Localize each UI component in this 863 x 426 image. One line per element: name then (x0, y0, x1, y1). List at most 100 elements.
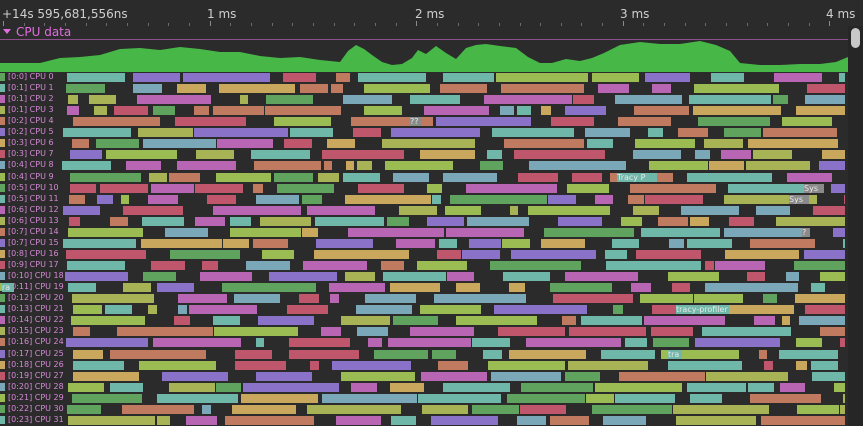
thread-segment[interactable] (434, 294, 526, 303)
thread-segment[interactable] (658, 217, 688, 226)
thread-segment[interactable] (689, 95, 771, 104)
thread-segment[interactable] (467, 217, 529, 226)
thread-segment[interactable] (183, 73, 270, 82)
thread-segment[interactable] (715, 261, 765, 270)
thread-segment[interactable] (262, 250, 294, 259)
thread-segment[interactable] (148, 195, 178, 204)
thread-segment[interactable] (65, 272, 128, 281)
thread-segment[interactable] (274, 173, 313, 182)
thread-segment[interactable] (636, 250, 701, 259)
cpu-core-row[interactable]: [0:15] CPU 23 (0, 326, 848, 336)
thread-segment[interactable] (343, 95, 392, 104)
thread-segment[interactable] (796, 338, 822, 347)
thread-segment[interactable] (68, 416, 155, 425)
thread-segment[interactable] (265, 106, 341, 115)
thread-segment[interactable] (565, 272, 638, 281)
thread-segment[interactable] (431, 416, 498, 425)
thread-segment[interactable] (290, 128, 333, 137)
thread-segment[interactable] (73, 117, 160, 126)
cpu-core-row[interactable]: [0:7] CPU 14 (0, 227, 848, 237)
thread-segment[interactable] (472, 338, 510, 347)
thread-segment[interactable] (725, 250, 799, 259)
thread-segment[interactable] (517, 416, 546, 425)
thread-segment[interactable] (794, 261, 845, 270)
thread-segment[interactable] (447, 272, 474, 281)
thread-segment[interactable] (633, 150, 681, 159)
thread-segment[interactable] (764, 361, 773, 370)
thread-segment[interactable] (356, 305, 412, 314)
thread-segment[interactable] (690, 217, 709, 226)
thread-segment[interactable] (316, 239, 373, 248)
thread-segment[interactable] (219, 84, 295, 93)
thread-segment[interactable] (70, 173, 141, 182)
thread-segment[interactable] (253, 239, 288, 248)
thread-segment[interactable] (225, 416, 314, 425)
thread-segment[interactable] (709, 161, 744, 170)
thread-segment[interactable] (510, 206, 518, 215)
thread-segment[interactable] (410, 327, 474, 336)
thread-segment[interactable] (705, 261, 714, 270)
cpu-core-row[interactable]: [0:14] CPU 22 (0, 315, 848, 325)
thread-segment[interactable] (114, 106, 148, 115)
thread-segment[interactable] (358, 184, 404, 193)
thread-segment[interactable] (390, 383, 424, 392)
thread-segment[interactable] (122, 405, 194, 414)
thread-segment[interactable] (706, 372, 788, 381)
cpu-core-row[interactable]: [0:21] CPU 29 (0, 393, 848, 403)
thread-segment[interactable] (89, 95, 116, 104)
thread-segment[interactable] (69, 195, 85, 204)
thread-segment[interactable] (511, 250, 596, 259)
thread-segment[interactable] (330, 294, 339, 303)
thread-segment[interactable] (387, 217, 409, 226)
thread-segment[interactable] (251, 150, 310, 159)
thread-segment[interactable] (289, 338, 350, 347)
thread-segment[interactable] (672, 283, 690, 292)
thread-segment[interactable] (799, 316, 845, 325)
thread-segment[interactable] (761, 416, 845, 425)
thread-segment[interactable] (820, 327, 845, 336)
thread-segment[interactable] (695, 338, 780, 347)
thread-segment[interactable] (572, 173, 602, 182)
thread-segment[interactable] (573, 95, 594, 104)
thread-segment[interactable] (243, 383, 339, 392)
thread-segment[interactable] (73, 350, 103, 359)
thread-segment[interactable] (517, 106, 531, 115)
thread-segment[interactable] (381, 261, 404, 270)
thread-segment[interactable] (661, 350, 739, 359)
thread-segment[interactable] (427, 184, 442, 193)
thread-segment[interactable] (551, 117, 594, 126)
thread-segment[interactable] (795, 294, 845, 303)
thread-segment[interactable] (625, 338, 647, 347)
thread-segment[interactable] (507, 394, 585, 403)
thread-segment[interactable] (724, 228, 808, 237)
thread-segment[interactable] (450, 195, 547, 204)
thread-segment[interactable] (673, 405, 769, 414)
thread-segment[interactable] (399, 206, 437, 215)
thread-segment[interactable] (207, 195, 236, 204)
timeline-ruler[interactable]: +14s 595,681,556ns 1 ms 2 ms 3 ms 4 ms (0, 0, 863, 26)
thread-segment[interactable] (587, 139, 613, 148)
thread-segment[interactable] (194, 106, 209, 115)
collapse-arrow-icon[interactable] (3, 29, 11, 34)
thread-segment[interactable] (417, 261, 467, 270)
thread-name-label[interactable]: Sys (789, 195, 809, 204)
thread-segment[interactable] (357, 327, 388, 336)
thread-segment[interactable] (702, 327, 791, 336)
thread-segment[interactable] (240, 95, 248, 104)
thread-segment[interactable] (592, 73, 639, 82)
thread-segment[interactable] (353, 128, 381, 137)
thread-segment[interactable] (668, 272, 719, 281)
thread-segment[interactable] (439, 239, 457, 248)
thread-segment[interactable] (390, 283, 440, 292)
thread-segment[interactable] (420, 150, 475, 159)
thread-segment[interactable] (521, 383, 593, 392)
thread-segment[interactable] (69, 217, 80, 226)
thread-segment[interactable] (421, 372, 487, 381)
thread-segment[interactable] (843, 239, 845, 248)
thread-segment[interactable] (509, 283, 525, 292)
thread-segment[interactable] (631, 283, 651, 292)
thread-segment[interactable] (230, 228, 301, 237)
thread-segment[interactable] (364, 84, 430, 93)
thread-segment[interactable] (321, 327, 341, 336)
thread-segment[interactable] (653, 338, 689, 347)
